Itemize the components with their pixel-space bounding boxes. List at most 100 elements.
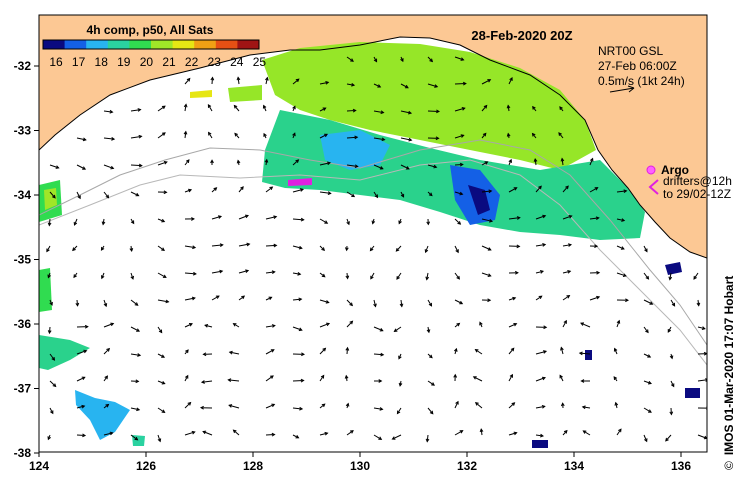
colorbar-tick-label: 18 [95,55,109,69]
current-arrow-head [459,162,464,167]
current-arrow-head [428,192,433,197]
current-arrow [103,191,109,199]
current-arrow [589,187,598,193]
current-arrow [103,323,114,328]
current-arrow [184,297,195,301]
current-arrow-head [396,275,400,280]
current-arrow [130,191,139,197]
current-arrow-head [459,300,464,305]
current-arrow-head [568,214,573,219]
current-arrow [373,110,384,114]
current-arrow [184,78,191,85]
map-title: 28-Feb-2020 20Z [471,28,572,43]
current-arrow-head [234,132,238,137]
current-arrow-head [77,195,81,200]
current-arrow [346,320,353,328]
current-arrow-head [622,273,627,277]
current-arrow-head [244,214,249,219]
current-arrow-head [200,380,205,384]
current-arrow-head [354,164,359,169]
current-arrow [130,326,140,332]
x-tick-label: 132 [457,459,477,473]
current-arrow [373,299,377,307]
bathymetry-contour [39,139,707,346]
current-arrow-head [483,104,488,109]
current-arrow [130,407,140,411]
current-arrow [319,375,325,382]
current-arrow [589,296,600,301]
current-arrow [233,105,240,112]
current-arrow [233,323,240,328]
current-arrow-head [460,134,465,138]
current-arrow-head [161,132,166,136]
current-arrow [49,191,56,199]
current-arrow-head [424,249,429,254]
colorbar-swatch [172,40,195,49]
current-arrow-head [295,159,300,164]
current-arrow-head [232,429,237,434]
current-arrow [400,110,412,114]
current-arrow-head [511,402,516,406]
current-arrow [292,298,302,301]
current-arrow [76,376,85,382]
current-arrow-head [506,104,511,109]
current-arrow-head [240,186,244,190]
y-tick-label: -34 [14,188,32,202]
current-arrow-head [472,376,477,380]
current-arrow [157,434,161,442]
current-arrow [427,299,432,307]
current-arrow [400,164,410,170]
colorbar-swatch [43,40,66,49]
current-arrow-head [516,216,521,220]
current-arrow [481,245,491,251]
current-arrow [643,326,649,333]
current-arrow-head [459,430,464,434]
current-arrow-head [701,326,706,330]
current-arrow [454,272,460,280]
current-arrow-head [298,297,303,302]
current-arrow-head [110,165,115,170]
current-arrow-head [349,320,354,325]
current-arrow-head [645,275,650,280]
current-arrow [665,434,672,442]
current-arrow-head [487,79,492,83]
current-arrow [76,164,86,170]
current-arrow-head [594,244,599,249]
current-arrow [184,189,192,193]
current-arrow [508,432,517,436]
current-arrow-head [354,135,359,140]
current-arrow-head [161,409,166,413]
current-arrow [693,272,699,280]
current-arrow [201,380,213,383]
current-arrow-head [431,382,435,386]
current-arrow-head [621,218,626,222]
current-arrow-head [100,246,105,251]
current-arrow-head [578,351,583,356]
current-arrow-head [46,248,50,253]
current-arrow [184,104,187,112]
current-arrow [157,245,165,251]
current-arrow-head [130,220,135,225]
credit-text: IMOS 01-Mar-2020 17:07 Hobart [722,275,736,456]
current-arrow [426,434,429,442]
current-arrow-head [295,435,300,439]
current-arrow-head [647,354,652,358]
current-arrow [535,405,545,409]
current-arrow [228,379,240,382]
current-arrow-head [474,402,479,406]
current-arrow [589,158,594,166]
current-arrow-head [625,298,630,303]
current-arrow [265,77,268,85]
current-arrow-head [404,84,409,89]
current-arrow-head [616,319,621,324]
current-arrow-head [321,273,326,278]
current-arrow-head [462,81,467,86]
current-arrow-head [453,347,458,352]
current-arrow-head [138,134,143,139]
current-info-line3: 0.5m/s (1kt 24h) [598,74,685,88]
current-arrow-head [371,220,376,225]
current-arrow-head [271,432,276,437]
current-arrow-head [596,295,601,300]
colorbar-swatch [237,40,260,49]
current-arrow-head [513,431,518,436]
